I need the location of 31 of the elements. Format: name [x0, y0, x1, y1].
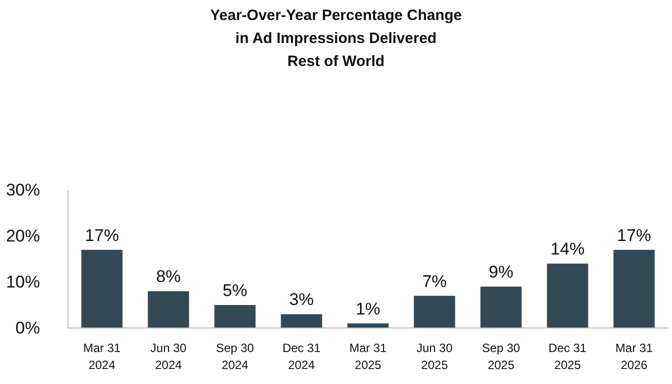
- x-tick-label: Dec 31 2025: [548, 341, 587, 372]
- data-label: 5%: [222, 281, 248, 300]
- data-label: 14%: [550, 240, 585, 259]
- y-tick-label: 0%: [15, 318, 40, 338]
- data-label: 17%: [617, 226, 652, 245]
- bar: [546, 264, 588, 328]
- x-tick-label: Jun 30 2025: [416, 341, 453, 372]
- data-label: 3%: [289, 290, 314, 310]
- data-label: 17%: [84, 226, 119, 245]
- bar: [280, 314, 322, 328]
- y-tick-label: 20%: [6, 226, 40, 246]
- bar: [81, 250, 123, 328]
- data-label: 9%: [488, 262, 514, 282]
- y-tick-label: 10%: [6, 272, 40, 292]
- bar: [613, 250, 655, 328]
- data-label: 7%: [422, 272, 447, 291]
- y-tick-label: 30%: [6, 180, 40, 200]
- x-tick-label: Jun 30 2024: [150, 341, 187, 372]
- x-tick-label: Mar 31 2025: [349, 341, 387, 372]
- x-tick-label: Mar 31 2026: [615, 341, 654, 372]
- data-label: 8%: [156, 267, 181, 286]
- bar: [414, 296, 456, 328]
- x-tick-label: Sep 30 2025: [482, 341, 520, 372]
- bar: [214, 305, 256, 328]
- data-label: 1%: [356, 299, 380, 318]
- bar: [480, 286, 522, 328]
- x-tick-label: Mar 31 2024: [83, 341, 121, 372]
- x-tick-label: Dec 31 2024: [282, 341, 321, 372]
- chart-title: Year-Over-Year Percentage Change in Ad Impressions Delivered Rest of World: [210, 7, 462, 70]
- bar: [148, 291, 190, 328]
- x-tick-label: Sep 30 2024: [216, 341, 254, 372]
